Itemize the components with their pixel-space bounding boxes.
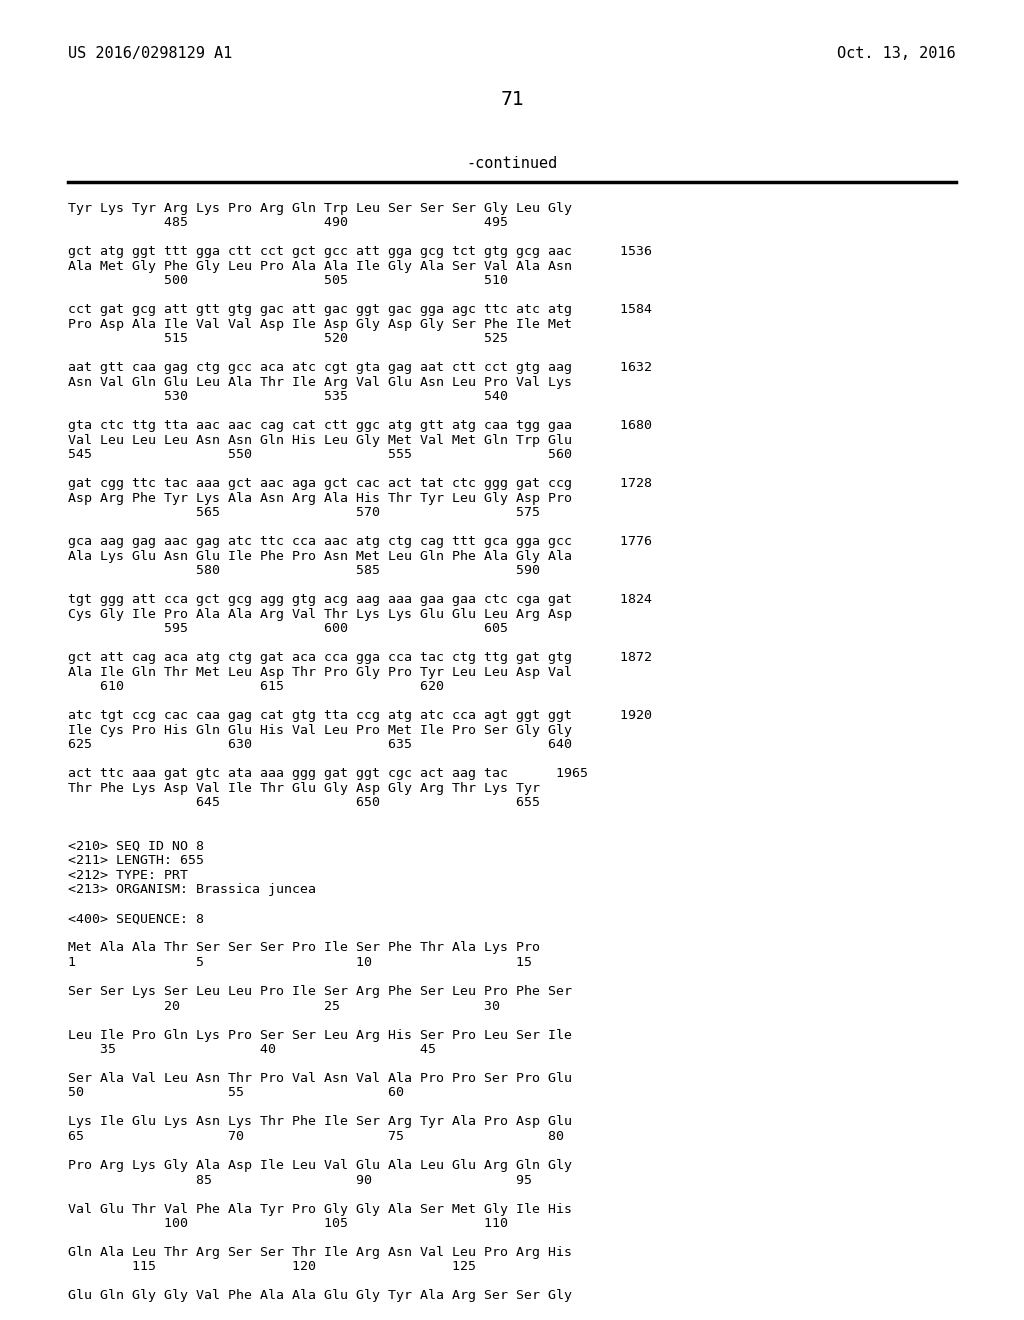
Text: 645                 650                 655: 645 650 655	[68, 796, 540, 809]
Text: Glu Gln Gly Gly Val Phe Ala Ala Glu Gly Tyr Ala Arg Ser Ser Gly: Glu Gln Gly Gly Val Phe Ala Ala Glu Gly …	[68, 1290, 572, 1303]
Text: 530                 535                 540: 530 535 540	[68, 391, 508, 404]
Text: cct gat gcg att gtt gtg gac att gac ggt gac gga agc ttc atc atg      1584: cct gat gcg att gtt gtg gac att gac ggt …	[68, 304, 652, 317]
Text: 500                 505                 510: 500 505 510	[68, 275, 508, 288]
Text: 35                  40                  45: 35 40 45	[68, 1043, 436, 1056]
Text: -continued: -continued	[466, 156, 558, 172]
Text: atc tgt ccg cac caa gag cat gtg tta ccg atg atc cca agt ggt ggt      1920: atc tgt ccg cac caa gag cat gtg tta ccg …	[68, 710, 652, 722]
Text: 1               5                   10                  15: 1 5 10 15	[68, 956, 532, 969]
Text: gct att cag aca atg ctg gat aca cca gga cca tac ctg ttg gat gtg      1872: gct att cag aca atg ctg gat aca cca gga …	[68, 652, 652, 664]
Text: 610                 615                 620: 610 615 620	[68, 681, 444, 693]
Text: Gln Ala Leu Thr Arg Ser Ser Thr Ile Arg Asn Val Leu Pro Arg His: Gln Ala Leu Thr Arg Ser Ser Thr Ile Arg …	[68, 1246, 572, 1259]
Text: 115                 120                 125: 115 120 125	[68, 1261, 476, 1274]
Text: act ttc aaa gat gtc ata aaa ggg gat ggt cgc act aag tac      1965: act ttc aaa gat gtc ata aaa ggg gat ggt …	[68, 767, 588, 780]
Text: Met Ala Ala Thr Ser Ser Ser Pro Ile Ser Phe Thr Ala Lys Pro: Met Ala Ala Thr Ser Ser Ser Pro Ile Ser …	[68, 941, 540, 954]
Text: Leu Ile Pro Gln Lys Pro Ser Ser Leu Arg His Ser Pro Leu Ser Ile: Leu Ile Pro Gln Lys Pro Ser Ser Leu Arg …	[68, 1028, 572, 1041]
Text: Ser Ala Val Leu Asn Thr Pro Val Asn Val Ala Pro Pro Ser Pro Glu: Ser Ala Val Leu Asn Thr Pro Val Asn Val …	[68, 1072, 572, 1085]
Text: 485                 490                 495: 485 490 495	[68, 216, 508, 230]
Text: 65                  70                  75                  80: 65 70 75 80	[68, 1130, 564, 1143]
Text: Ala Lys Glu Asn Glu Ile Phe Pro Asn Met Leu Gln Phe Ala Gly Ala: Ala Lys Glu Asn Glu Ile Phe Pro Asn Met …	[68, 550, 572, 564]
Text: Val Leu Leu Leu Asn Asn Gln His Leu Gly Met Val Met Gln Trp Glu: Val Leu Leu Leu Asn Asn Gln His Leu Gly …	[68, 434, 572, 447]
Text: Thr Phe Lys Asp Val Ile Thr Glu Gly Asp Gly Arg Thr Lys Tyr: Thr Phe Lys Asp Val Ile Thr Glu Gly Asp …	[68, 781, 540, 795]
Text: Pro Asp Ala Ile Val Val Asp Ile Asp Gly Asp Gly Ser Phe Ile Met: Pro Asp Ala Ile Val Val Asp Ile Asp Gly …	[68, 318, 572, 331]
Text: Asp Arg Phe Tyr Lys Ala Asn Arg Ala His Thr Tyr Leu Gly Asp Pro: Asp Arg Phe Tyr Lys Ala Asn Arg Ala His …	[68, 492, 572, 506]
Text: 515                 520                 525: 515 520 525	[68, 333, 508, 346]
Text: US 2016/0298129 A1: US 2016/0298129 A1	[68, 46, 232, 61]
Text: gct atg ggt ttt gga ctt cct gct gcc att gga gcg tct gtg gcg aac      1536: gct atg ggt ttt gga ctt cct gct gcc att …	[68, 246, 652, 259]
Text: Ala Ile Gln Thr Met Leu Asp Thr Pro Gly Pro Tyr Leu Leu Asp Val: Ala Ile Gln Thr Met Leu Asp Thr Pro Gly …	[68, 667, 572, 678]
Text: 565                 570                 575: 565 570 575	[68, 507, 540, 520]
Text: 625                 630                 635                 640: 625 630 635 640	[68, 738, 572, 751]
Text: Ile Cys Pro His Gln Glu His Val Leu Pro Met Ile Pro Ser Gly Gly: Ile Cys Pro His Gln Glu His Val Leu Pro …	[68, 723, 572, 737]
Text: gat cgg ttc tac aaa gct aac aga gct cac act tat ctc ggg gat ccg      1728: gat cgg ttc tac aaa gct aac aga gct cac …	[68, 478, 652, 491]
Text: <210> SEQ ID NO 8: <210> SEQ ID NO 8	[68, 840, 204, 853]
Text: <213> ORGANISM: Brassica juncea: <213> ORGANISM: Brassica juncea	[68, 883, 316, 896]
Text: Pro Arg Lys Gly Ala Asp Ile Leu Val Glu Ala Leu Glu Arg Gln Gly: Pro Arg Lys Gly Ala Asp Ile Leu Val Glu …	[68, 1159, 572, 1172]
Text: 50                  55                  60: 50 55 60	[68, 1086, 404, 1100]
Text: tgt ggg att cca gct gcg agg gtg acg aag aaa gaa gaa ctc cga gat      1824: tgt ggg att cca gct gcg agg gtg acg aag …	[68, 594, 652, 606]
Text: Asn Val Gln Glu Leu Ala Thr Ile Arg Val Glu Asn Leu Pro Val Lys: Asn Val Gln Glu Leu Ala Thr Ile Arg Val …	[68, 376, 572, 389]
Text: 580                 585                 590: 580 585 590	[68, 565, 540, 578]
Text: 595                 600                 605: 595 600 605	[68, 623, 508, 635]
Text: Val Glu Thr Val Phe Ala Tyr Pro Gly Gly Ala Ser Met Gly Ile His: Val Glu Thr Val Phe Ala Tyr Pro Gly Gly …	[68, 1203, 572, 1216]
Text: Cys Gly Ile Pro Ala Ala Arg Val Thr Lys Lys Glu Glu Leu Arg Asp: Cys Gly Ile Pro Ala Ala Arg Val Thr Lys …	[68, 609, 572, 620]
Text: 100                 105                 110: 100 105 110	[68, 1217, 508, 1230]
Text: <400> SEQUENCE: 8: <400> SEQUENCE: 8	[68, 912, 204, 925]
Text: <211> LENGTH: 655: <211> LENGTH: 655	[68, 854, 204, 867]
Text: 85                  90                  95: 85 90 95	[68, 1173, 532, 1187]
Text: Ala Met Gly Phe Gly Leu Pro Ala Ala Ile Gly Ala Ser Val Ala Asn: Ala Met Gly Phe Gly Leu Pro Ala Ala Ile …	[68, 260, 572, 273]
Text: Oct. 13, 2016: Oct. 13, 2016	[838, 46, 956, 61]
Text: gta ctc ttg tta aac aac cag cat ctt ggc atg gtt atg caa tgg gaa      1680: gta ctc ttg tta aac aac cag cat ctt ggc …	[68, 420, 652, 433]
Text: Tyr Lys Tyr Arg Lys Pro Arg Gln Trp Leu Ser Ser Ser Gly Leu Gly: Tyr Lys Tyr Arg Lys Pro Arg Gln Trp Leu …	[68, 202, 572, 215]
Text: 545                 550                 555                 560: 545 550 555 560	[68, 449, 572, 462]
Text: aat gtt caa gag ctg gcc aca atc cgt gta gag aat ctt cct gtg aag      1632: aat gtt caa gag ctg gcc aca atc cgt gta …	[68, 362, 652, 375]
Text: gca aag gag aac gag atc ttc cca aac atg ctg cag ttt gca gga gcc      1776: gca aag gag aac gag atc ttc cca aac atg …	[68, 536, 652, 549]
Text: <212> TYPE: PRT: <212> TYPE: PRT	[68, 869, 188, 882]
Text: 20                  25                  30: 20 25 30	[68, 999, 500, 1012]
Text: Lys Ile Glu Lys Asn Lys Thr Phe Ile Ser Arg Tyr Ala Pro Asp Glu: Lys Ile Glu Lys Asn Lys Thr Phe Ile Ser …	[68, 1115, 572, 1129]
Text: 71: 71	[501, 90, 523, 110]
Text: Ser Ser Lys Ser Leu Leu Pro Ile Ser Arg Phe Ser Leu Pro Phe Ser: Ser Ser Lys Ser Leu Leu Pro Ile Ser Arg …	[68, 985, 572, 998]
